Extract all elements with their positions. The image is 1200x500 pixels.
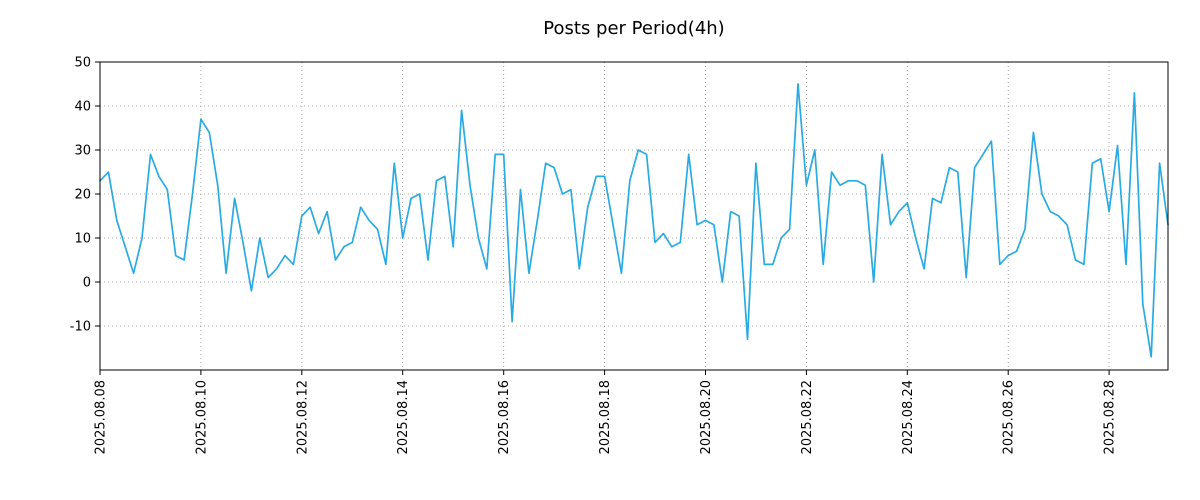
x-tick-label: 2025.08.16	[497, 380, 512, 454]
x-tick-label: 2025.08.18	[598, 380, 613, 454]
x-tick-label: 2025.08.08	[94, 380, 109, 454]
x-tick-label: 2025.08.10	[194, 380, 209, 454]
x-tick-label: 2025.08.28	[1103, 380, 1118, 454]
x-tick-label: 2025.08.20	[699, 380, 714, 454]
y-tick-label: 30	[74, 144, 91, 159]
chart-title: Posts per Period(4h)	[543, 18, 725, 39]
y-tick-label: 20	[74, 188, 91, 203]
plot-frame	[99, 61, 1169, 371]
y-tick-label: -10	[70, 320, 91, 335]
x-tick-label: 2025.08.12	[295, 380, 310, 454]
x-tick-label: 2025.08.26	[1002, 380, 1017, 454]
x-tick-label: 2025.08.24	[901, 380, 916, 454]
x-tick-label: 2025.08.22	[800, 380, 815, 454]
data-line	[99, 83, 1169, 358]
y-tick-label: 0	[83, 276, 91, 291]
x-tick-label: 2025.08.14	[396, 380, 411, 454]
y-tick-label: 50	[74, 56, 91, 71]
y-tick-label: 40	[74, 100, 91, 115]
y-tick-label: 10	[74, 232, 91, 247]
